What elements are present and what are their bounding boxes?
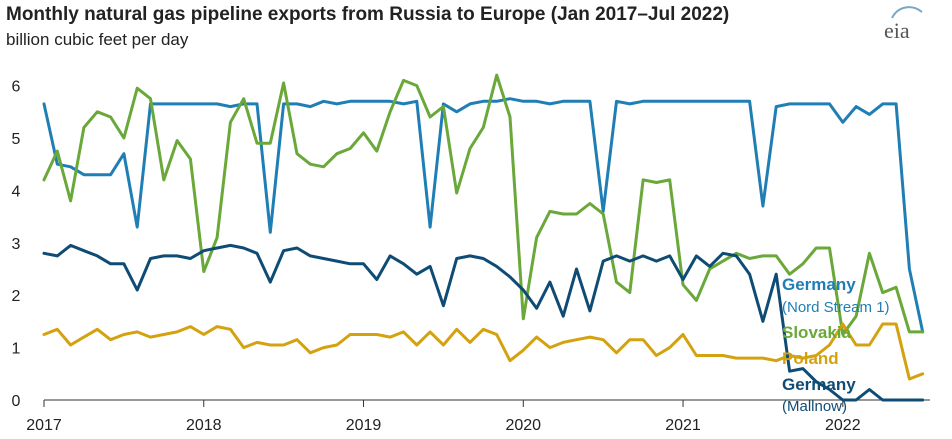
legend-sublabel-4: (Mallnow) — [782, 398, 847, 415]
x-tick-label: 2020 — [505, 417, 541, 434]
legend-label-3: Poland — [782, 349, 839, 368]
y-tick-label: 5 — [12, 131, 21, 148]
chart-legend: Germany (Nord Stream 1) Slovakia Poland Germ… — [782, 275, 890, 415]
eia-swoosh-icon — [891, 6, 923, 19]
y-tick-label: 1 — [12, 341, 21, 358]
y-tick-label: 6 — [12, 79, 21, 96]
series-line-1 — [42, 97, 925, 334]
series-line-3 — [42, 322, 925, 381]
x-tick-label: 2017 — [26, 417, 62, 434]
x-tick-label: 2019 — [346, 417, 382, 434]
legend-sublabel-1: (Nord Stream 1) — [782, 299, 890, 316]
y-tick-label: 3 — [12, 236, 21, 253]
chart-series — [42, 73, 925, 402]
series-line-2 — [42, 73, 925, 336]
y-tick-label: 2 — [12, 288, 21, 305]
legend-label-1: Germany — [782, 275, 856, 294]
chart-axes: 0 1 2 3 4 5 6 2017 2018 2019 2020 2021 2022 — [12, 79, 930, 434]
y-tick-label: 4 — [12, 183, 21, 200]
x-tick-label: 2021 — [665, 417, 701, 434]
x-tick-label: 2022 — [825, 417, 861, 434]
x-tick-label: 2018 — [186, 417, 222, 434]
eia-logo-text: eia — [884, 18, 910, 43]
chart-subtitle: billion cubic feet per day — [6, 30, 189, 49]
eia-logo: eia — [884, 6, 923, 43]
series-line-4 — [42, 243, 925, 402]
y-tick-label: 0 — [12, 393, 21, 410]
legend-label-2: Slovakia — [782, 323, 852, 342]
chart-title: Monthly natural gas pipeline exports fro… — [6, 4, 730, 25]
legend-label-4: Germany — [782, 375, 856, 394]
